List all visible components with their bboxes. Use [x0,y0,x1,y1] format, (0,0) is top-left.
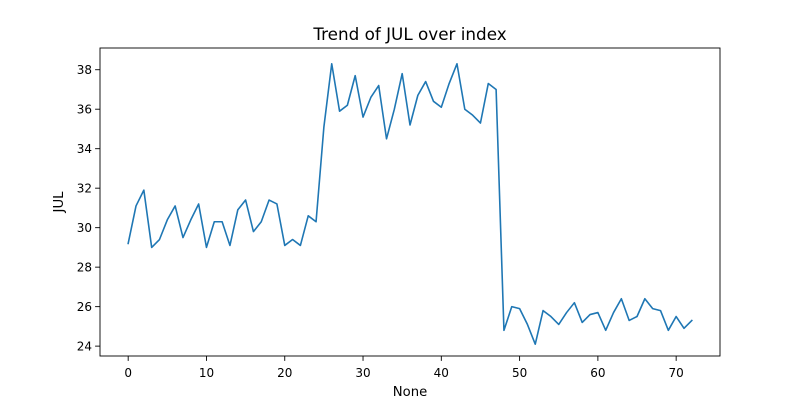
y-tick-label: 30 [77,221,92,235]
y-tick-label: 24 [77,339,92,353]
x-tick-label: 10 [199,366,214,380]
y-axis-label: JUL [52,191,67,214]
x-tick-label: 0 [124,366,132,380]
y-axis: 24 26 28 30 32 34 36 38 [77,63,100,353]
series-line-0 [127,62,693,345]
y-tick-label: 38 [77,63,92,77]
y-tick-label: 34 [77,142,92,156]
x-axis: 0 10 20 30 40 50 60 70 [124,356,684,380]
chart-title: Trend of JUL over index [312,24,506,44]
y-tick-label: 36 [77,103,92,117]
x-axis-label: None [393,385,427,400]
x-tick-label: 70 [669,366,684,380]
plot-frame [99,47,721,357]
y-tick-label: 32 [77,181,92,195]
plot-area [127,62,693,345]
x-tick-label: 60 [590,366,605,380]
y-tick-label: 28 [77,260,92,274]
y-tick-label: 26 [77,300,92,314]
x-tick-label: 40 [434,366,449,380]
x-tick-label: 20 [277,366,292,380]
x-tick-label: 30 [355,366,370,380]
x-tick-label: 50 [512,366,527,380]
